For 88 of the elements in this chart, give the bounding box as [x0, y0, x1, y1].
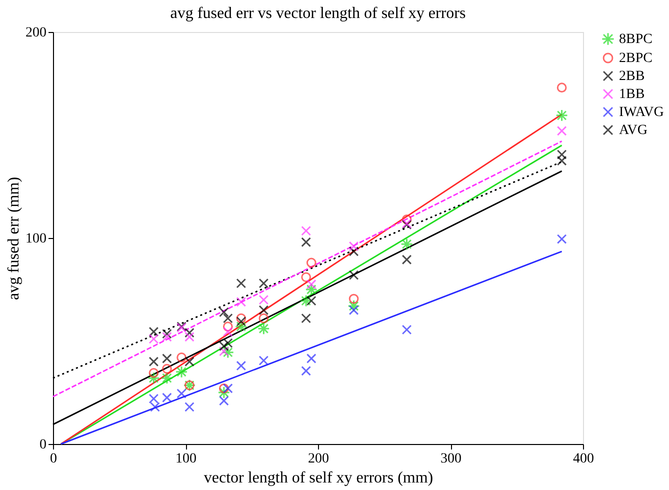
point: [301, 226, 312, 236]
point: [236, 360, 246, 371]
point: [222, 338, 233, 348]
point: [218, 341, 229, 352]
x-tick-label: 200: [308, 452, 329, 466]
legend-label: AVG: [619, 123, 648, 138]
point: [218, 346, 229, 356]
point: [150, 402, 160, 412]
point: [184, 356, 194, 367]
x-tick-label: 100: [176, 452, 196, 466]
point: [301, 313, 312, 324]
point: [301, 366, 312, 376]
point: [148, 356, 159, 367]
point: [148, 326, 159, 337]
point: [218, 396, 229, 406]
point: [236, 313, 246, 324]
point: [234, 320, 248, 333]
point: [257, 322, 270, 335]
point: [348, 246, 359, 256]
y-axis-title: avg fused err (mm): [6, 176, 22, 300]
point: [348, 270, 359, 280]
y-tick-label: 0: [40, 438, 46, 452]
point: [402, 214, 412, 224]
point: [306, 296, 316, 306]
point: [348, 305, 359, 316]
x-tick-label: 0: [50, 452, 57, 466]
point: [148, 368, 159, 378]
point: [556, 150, 567, 160]
point: [162, 364, 172, 374]
point: [301, 237, 312, 248]
point: [236, 278, 246, 288]
point: [306, 279, 316, 290]
point: [348, 241, 359, 252]
point: [184, 328, 194, 338]
point: [556, 82, 567, 93]
point: [162, 354, 172, 364]
point: [176, 352, 186, 362]
point: [184, 402, 194, 412]
point: [258, 294, 269, 305]
legend-label: 2BB: [619, 69, 645, 84]
point: [258, 356, 269, 366]
point: [556, 234, 567, 244]
point: [305, 283, 318, 296]
point: [258, 313, 269, 324]
point: [556, 109, 568, 122]
point: [300, 294, 312, 308]
point: [306, 354, 316, 364]
point: [175, 366, 188, 378]
legend-label: IWAVG: [619, 105, 664, 120]
x-tick-label: 300: [440, 452, 462, 466]
legend-label: 2BPC: [619, 51, 652, 66]
point: [222, 346, 234, 359]
point: [218, 307, 229, 318]
y-tick-label: 100: [26, 232, 46, 246]
legend-label: 8BPC: [619, 32, 652, 47]
point: [258, 305, 269, 316]
point: [400, 238, 413, 250]
point: [402, 324, 412, 335]
point: [222, 322, 233, 332]
point: [236, 316, 246, 326]
y-tick-label: 200: [26, 26, 46, 40]
point: [348, 300, 360, 312]
point: [402, 254, 412, 265]
x-tick-label: 400: [573, 452, 594, 466]
point: [222, 383, 233, 394]
chart-title: avg fused err vs vector length of self xy errors: [170, 5, 466, 22]
point: [176, 388, 186, 398]
point: [306, 258, 316, 268]
point: [258, 278, 269, 288]
point: [148, 372, 160, 384]
point: [148, 334, 159, 344]
legend-label: 1BB: [619, 87, 645, 102]
point: [556, 156, 567, 166]
point: [348, 294, 359, 304]
point: [162, 328, 172, 339]
point: [222, 313, 233, 324]
point: [222, 326, 233, 337]
point: [162, 392, 172, 403]
x-axis-title: vector length of self xy errors (mm): [204, 470, 434, 486]
point: [218, 386, 230, 399]
point: [184, 332, 194, 342]
point: [218, 383, 229, 394]
point: [236, 296, 246, 307]
point: [148, 394, 159, 404]
point: [162, 332, 172, 342]
point: [160, 372, 174, 384]
point: [556, 126, 567, 136]
point: [301, 272, 312, 282]
